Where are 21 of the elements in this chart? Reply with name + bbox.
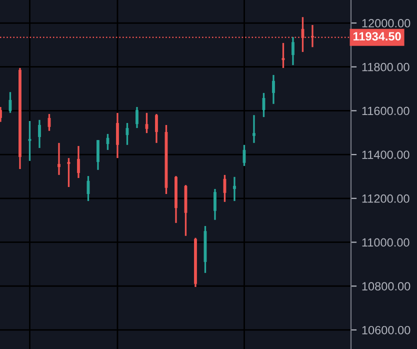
candlestick	[136, 106, 138, 129]
candlestick	[252, 114, 256, 144]
y-tick-label: 11000.00	[362, 238, 410, 247]
candlestick	[292, 36, 294, 66]
y-tick-label: 10600.00	[362, 326, 410, 334]
candlestick	[38, 119, 41, 149]
y-tick-label: 11800.00	[362, 62, 410, 72]
y-tick-label: 11200.00	[362, 194, 410, 203]
candlestick	[155, 113, 158, 144]
y-tick-label: 11600.00	[362, 106, 410, 116]
candlestick	[214, 188, 216, 221]
ref-line-label: 11934.50	[354, 32, 401, 41]
y-tick-label: 11400.00	[362, 150, 410, 159]
candlestick	[96, 139, 100, 171]
candlestick	[272, 74, 275, 105]
candlestick	[233, 176, 236, 202]
candlestick	[116, 112, 119, 159]
y-tick-label: 12000.00	[362, 19, 410, 28]
candlestick	[77, 145, 80, 179]
candlestick	[58, 142, 60, 176]
y-tick-label: 10800.00	[362, 282, 410, 290]
